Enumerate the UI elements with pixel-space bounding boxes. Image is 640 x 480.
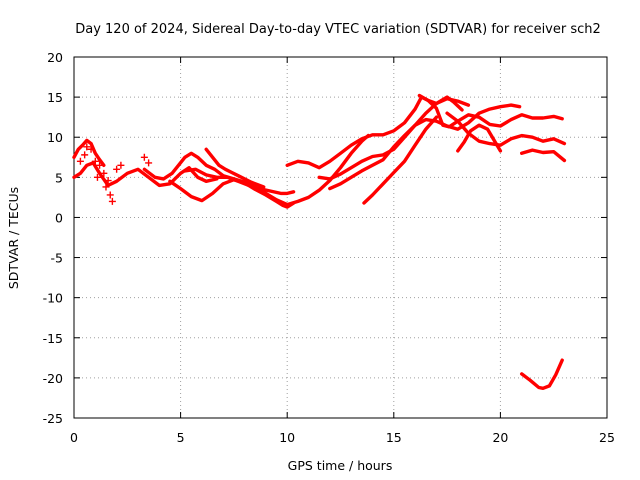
x-tick-label: 5 bbox=[177, 430, 185, 445]
series-line-sat-a bbox=[72, 161, 219, 188]
series-line-sat-l bbox=[445, 111, 567, 147]
plot-frame bbox=[73, 56, 608, 419]
series-line-sat-e bbox=[183, 167, 296, 196]
x-tick-label: 20 bbox=[492, 430, 508, 445]
series-line-sat-k bbox=[417, 93, 564, 129]
plus-marker bbox=[102, 183, 110, 191]
plus-marker bbox=[113, 165, 121, 173]
plus-marker bbox=[93, 173, 101, 181]
series-line-sat-i bbox=[328, 96, 471, 191]
x-tick-label: 25 bbox=[599, 430, 615, 445]
grid-lines bbox=[74, 57, 607, 418]
y-tick-label: -5 bbox=[51, 251, 63, 266]
series-line-sat-c bbox=[142, 133, 370, 207]
plus-marker bbox=[117, 161, 125, 169]
plus-marker bbox=[106, 191, 114, 199]
series-line-sat-f bbox=[204, 147, 266, 189]
series-line-sat-h bbox=[317, 103, 522, 181]
plus-marker bbox=[91, 157, 99, 165]
axis-ticks: 0 5 10 15 20 25 20 15 10 5 0 -5 -10 -15 -20 -25 bbox=[43, 50, 615, 445]
plus-marker bbox=[76, 157, 84, 165]
plus-marker bbox=[140, 153, 148, 161]
plus-marker bbox=[96, 161, 104, 169]
plus-marker bbox=[83, 143, 91, 151]
plus-marker bbox=[81, 151, 89, 159]
plus-marker bbox=[87, 145, 95, 153]
series-line-sat-b bbox=[72, 138, 106, 168]
series-line-sat-j bbox=[362, 115, 439, 205]
series-line-sat-n bbox=[520, 148, 567, 163]
x-tick-label: 10 bbox=[279, 430, 295, 445]
plus-marker bbox=[100, 169, 108, 177]
y-tick-label: 10 bbox=[47, 130, 63, 145]
chart-title: Day 120 of 2024, Sidereal Day-to-day VTE… bbox=[75, 22, 601, 37]
y-tick-label: -10 bbox=[43, 291, 63, 306]
plus-marker bbox=[104, 177, 112, 185]
x-axis-label: GPS time / hours bbox=[288, 458, 393, 473]
y-tick-label: -25 bbox=[43, 411, 63, 426]
series-line-sat-m bbox=[456, 123, 503, 153]
series-line-sat-o bbox=[520, 358, 564, 390]
x-tick-label: 15 bbox=[386, 430, 402, 445]
y-tick-label: 15 bbox=[47, 90, 63, 105]
y-tick-label: 5 bbox=[55, 170, 63, 185]
y-tick-label: -15 bbox=[43, 331, 63, 346]
plus-marker bbox=[145, 159, 153, 167]
y-tick-label: 20 bbox=[47, 50, 63, 65]
y-tick-label: -20 bbox=[43, 371, 63, 386]
plus-marker bbox=[108, 197, 116, 205]
scatter-markers bbox=[76, 143, 153, 205]
y-tick-label: 0 bbox=[55, 210, 63, 225]
y-axis-label: SDTVAR / TECUs bbox=[6, 187, 21, 289]
x-tick-label: 0 bbox=[70, 430, 78, 445]
data-series bbox=[72, 93, 567, 390]
